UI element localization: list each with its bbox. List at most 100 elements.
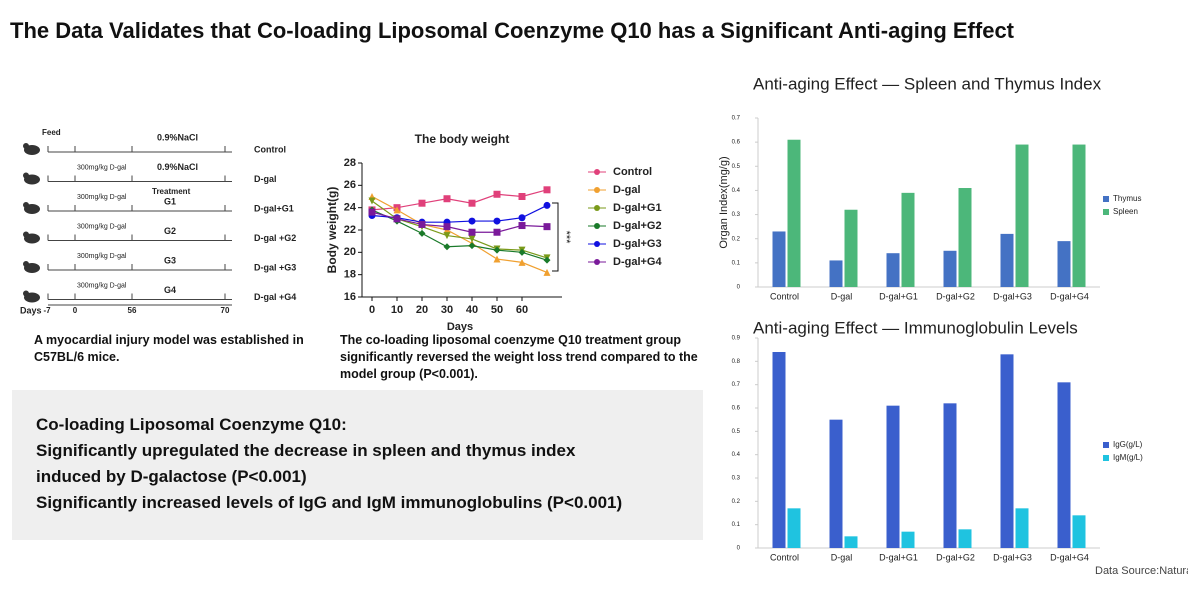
- legend-swatch: [594, 259, 600, 265]
- point: [418, 199, 426, 207]
- bar: [886, 405, 900, 548]
- bar: [901, 531, 915, 548]
- row-label: D-gal +G2: [254, 233, 296, 243]
- legend-swatch: [594, 205, 600, 211]
- point: [543, 201, 551, 209]
- y-tick-label: 0.2: [732, 499, 741, 505]
- point: [493, 190, 501, 198]
- legend-label: IgM(g/L): [1113, 453, 1143, 462]
- point: [468, 242, 476, 250]
- y-tick-label: 18: [344, 269, 356, 281]
- point: [543, 223, 551, 231]
- point: [418, 229, 426, 237]
- significance-bracket: [552, 202, 559, 272]
- mouse-head: [23, 261, 29, 267]
- y-tick-label: 0.6: [732, 140, 741, 146]
- legend-label: D-gal+G2: [613, 220, 662, 232]
- mouse-head: [23, 172, 29, 179]
- legend-swatch: [1103, 209, 1109, 215]
- series-line: [371, 204, 548, 223]
- x-tick-label: 30: [441, 304, 453, 316]
- point: [493, 246, 501, 254]
- y-tick-label: 0.3: [732, 476, 741, 482]
- y-tick-label: 16: [344, 291, 356, 303]
- point: [368, 208, 376, 216]
- dose-label: 300mg/kg D-gal: [77, 282, 127, 289]
- y-tick-label: 0.2: [732, 236, 741, 242]
- bar: [1015, 508, 1029, 548]
- y-tick-label: 0.3: [732, 212, 741, 218]
- legend-swatch: [594, 241, 600, 247]
- data-source: Data Source:Natura: [1095, 565, 1188, 577]
- bar: [1072, 144, 1086, 287]
- mouse-head: [23, 202, 29, 208]
- y-axis-label: Body weight(g): [325, 187, 339, 274]
- bar: [787, 508, 801, 548]
- series-line: [371, 211, 548, 233]
- x-tick-label: 40: [466, 304, 478, 316]
- x-tick-label: D-gal: [831, 291, 853, 301]
- legend-swatch: [1103, 455, 1109, 461]
- feed-label: Feed: [42, 128, 61, 137]
- legend-swatch: [1103, 442, 1109, 448]
- legend-swatch: [1103, 196, 1109, 202]
- summary-line: Significantly upregulated the decrease i…: [36, 441, 576, 486]
- point: [518, 258, 526, 266]
- mouse-head: [23, 143, 29, 149]
- x-tick-label: 20: [416, 304, 428, 316]
- summary-line: Significantly increased levels of IgG an…: [36, 493, 623, 512]
- condition-label: 0.9%NaCl: [157, 162, 198, 172]
- bar: [958, 188, 972, 287]
- row-label: D-gal +G4: [254, 292, 296, 302]
- bar: [829, 419, 843, 548]
- point: [393, 206, 401, 214]
- y-tick-label: 0.1: [732, 260, 741, 266]
- bar: [787, 139, 801, 287]
- bar: [772, 352, 786, 548]
- y-tick-label: 26: [344, 179, 356, 191]
- y-tick-label: 0.9: [732, 336, 741, 342]
- bar: [958, 529, 972, 548]
- day-tick: 70: [221, 306, 230, 315]
- point: [443, 195, 451, 203]
- point: [443, 243, 451, 251]
- legend-swatch: [594, 223, 600, 229]
- y-tick-label: 0.4: [732, 452, 741, 458]
- series-line: [371, 209, 548, 261]
- page-title: The Data Validates that Co-loading Lipos…: [10, 18, 1015, 43]
- point: [368, 197, 376, 205]
- point: [543, 268, 551, 276]
- chart-title: Anti-aging Effect — Spleen and Thymus In…: [753, 74, 1102, 93]
- group-label: G4: [164, 285, 176, 295]
- bar: [943, 250, 957, 287]
- point: [468, 217, 476, 225]
- x-tick-label: Control: [770, 552, 799, 562]
- y-tick-label: 0.5: [732, 429, 741, 435]
- dose-label: 300mg/kg D-gal: [77, 253, 127, 260]
- dose-label: 300mg/kg D-gal: [77, 223, 127, 230]
- y-tick-label: 24: [344, 202, 357, 214]
- point: [518, 193, 526, 200]
- treatment-label: Treatment: [152, 187, 191, 196]
- row-label: D-gal+G1: [254, 203, 294, 213]
- y-tick-label: 28: [344, 157, 356, 169]
- y-tick-label: 22: [344, 224, 356, 236]
- y-tick-label: 20: [344, 246, 356, 258]
- point: [543, 256, 551, 264]
- mouse-head: [23, 231, 29, 238]
- x-tick-label: D-gal+G1: [879, 291, 918, 301]
- group-label: G2: [164, 226, 176, 236]
- bar: [901, 192, 915, 287]
- x-tick-label: D-gal+G1: [879, 552, 918, 562]
- summary-box: Co-loading Liposomal Coenzyme Q10: Signi…: [12, 390, 703, 540]
- x-tick-label: D-gal+G4: [1050, 291, 1089, 301]
- bar: [1000, 354, 1014, 548]
- legend-label: D-gal+G1: [613, 202, 662, 214]
- legend-swatch: [594, 187, 600, 193]
- group-label: G3: [164, 255, 176, 265]
- series-line: [371, 189, 548, 211]
- bar: [943, 403, 957, 548]
- x-tick-label: D-gal+G2: [936, 291, 975, 301]
